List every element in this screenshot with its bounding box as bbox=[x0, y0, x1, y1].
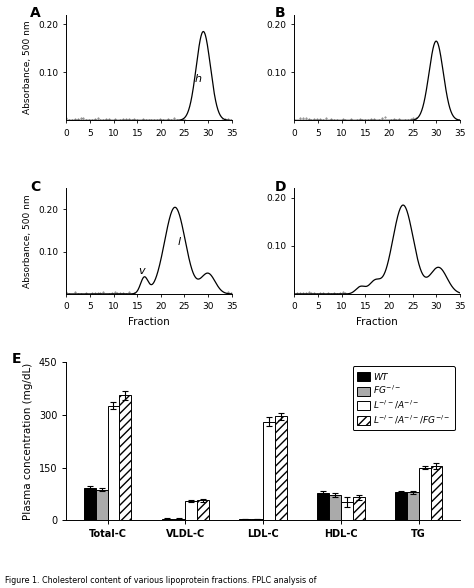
Bar bbox=[419, 467, 430, 520]
Bar bbox=[239, 519, 251, 520]
Bar bbox=[251, 519, 263, 520]
Bar bbox=[119, 395, 131, 520]
Text: A: A bbox=[30, 6, 41, 20]
Bar bbox=[84, 487, 96, 520]
Text: v: v bbox=[138, 266, 145, 276]
Bar bbox=[341, 502, 353, 520]
Bar bbox=[275, 416, 287, 520]
X-axis label: Fraction: Fraction bbox=[128, 317, 170, 327]
Bar bbox=[263, 422, 275, 520]
Bar bbox=[353, 497, 365, 520]
Bar bbox=[96, 490, 108, 520]
Text: Figure 1. Cholesterol content of various lipoprotein fractions. FPLC analysis of: Figure 1. Cholesterol content of various… bbox=[5, 576, 316, 585]
X-axis label: Fraction: Fraction bbox=[356, 317, 398, 327]
Y-axis label: Absorbance, 500 nm: Absorbance, 500 nm bbox=[23, 21, 32, 115]
Text: l: l bbox=[177, 238, 181, 248]
Bar bbox=[430, 466, 442, 520]
Bar bbox=[407, 492, 419, 520]
Bar bbox=[317, 493, 329, 520]
Y-axis label: Absorbance, 500 nm: Absorbance, 500 nm bbox=[23, 194, 32, 288]
Text: C: C bbox=[30, 180, 40, 194]
Text: B: B bbox=[274, 6, 285, 20]
Text: h: h bbox=[195, 74, 202, 84]
Bar bbox=[197, 500, 209, 520]
Bar bbox=[108, 406, 119, 520]
Bar bbox=[162, 519, 173, 520]
Bar bbox=[185, 501, 197, 520]
Text: D: D bbox=[274, 180, 286, 194]
Bar bbox=[395, 492, 407, 520]
Y-axis label: Plasma concentration (mg/dL): Plasma concentration (mg/dL) bbox=[23, 362, 33, 520]
Bar bbox=[173, 519, 185, 520]
Text: E: E bbox=[11, 352, 21, 366]
Legend: $\mathit{WT}$, $\mathit{FG^{-/-}}$, $\mathit{L^{-/-}/A^{-/-}}$, $\mathit{L^{-/-}: $\mathit{WT}$, $\mathit{FG^{-/-}}$, $\ma… bbox=[353, 366, 455, 430]
Bar bbox=[329, 495, 341, 520]
